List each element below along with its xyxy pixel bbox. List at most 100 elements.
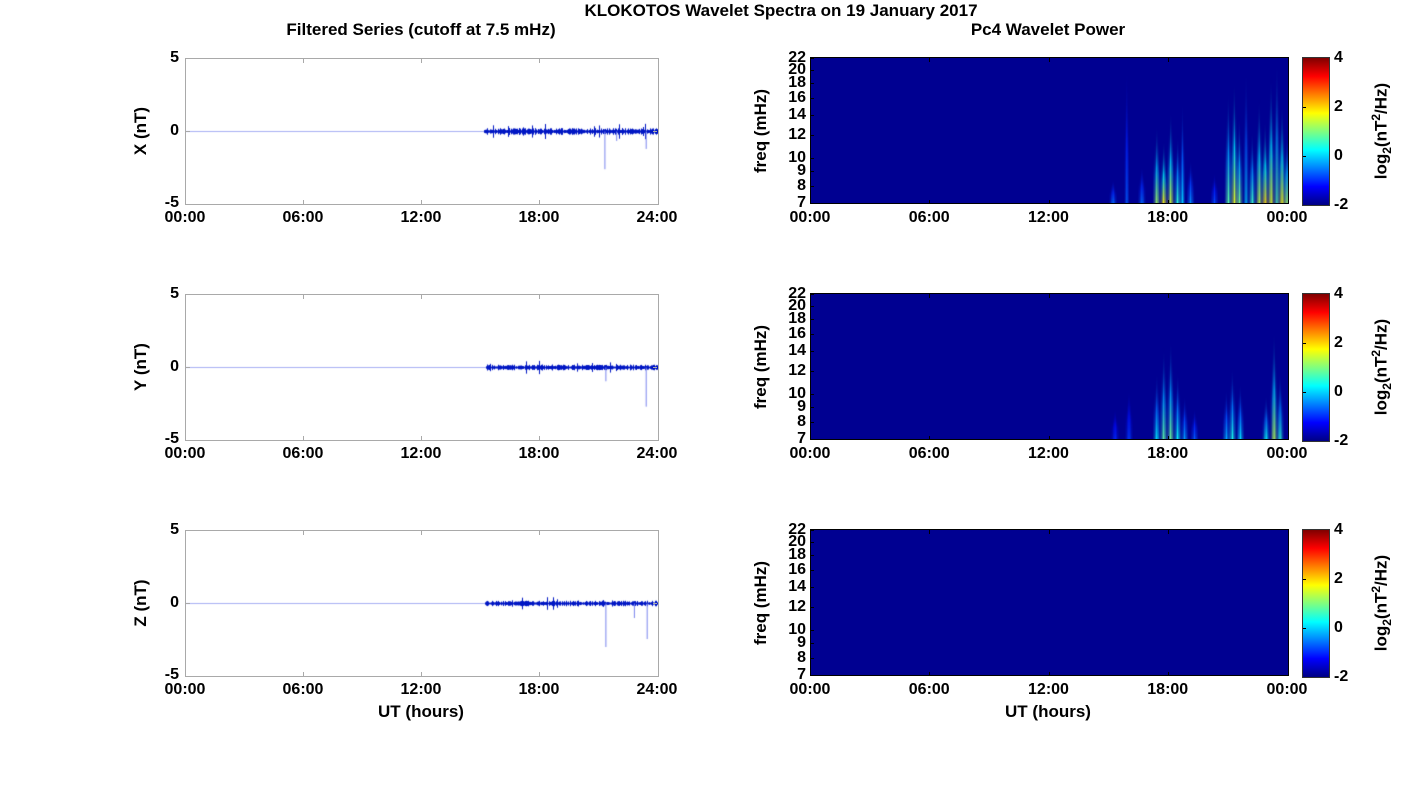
- tick-mark: [929, 200, 931, 204]
- tick-mark: [1048, 672, 1050, 676]
- x-tick-label: 12:00: [1028, 681, 1069, 698]
- tick-mark: [929, 294, 931, 298]
- y-tick-label: 5: [170, 49, 179, 66]
- tick-mark: [1167, 58, 1169, 62]
- tick-mark: [653, 602, 657, 604]
- tick-mark: [810, 555, 814, 557]
- tick-mark: [810, 393, 814, 395]
- tick-mark: [421, 531, 422, 535]
- tick-mark: [810, 306, 814, 308]
- tick-mark: [539, 200, 540, 204]
- colorbar-tick-label: 2: [1334, 334, 1343, 351]
- tick-mark: [186, 130, 190, 132]
- freq-tick-label: 16: [788, 89, 806, 107]
- tick-mark: [421, 436, 422, 440]
- tick-mark: [1048, 58, 1050, 62]
- freq-tick-label: 18: [788, 546, 806, 564]
- x-tick-label: 00:00: [164, 209, 206, 226]
- tick-mark: [1048, 436, 1050, 440]
- tick-mark: [1303, 579, 1306, 580]
- colorbar-y: [1302, 293, 1330, 442]
- tick-mark: [810, 629, 814, 631]
- colorbar-tick-label: 4: [1334, 49, 1343, 66]
- tick-mark: [1303, 156, 1306, 157]
- tick-mark: [810, 530, 814, 531]
- tick-mark: [810, 370, 814, 372]
- xlabel-left: UT (hours): [378, 702, 464, 721]
- y-tick-label: 0: [170, 593, 179, 611]
- tick-mark: [421, 200, 422, 204]
- freq-tick-label: 12: [788, 125, 806, 143]
- tick-mark: [653, 366, 657, 368]
- freq-tick-label: 8: [797, 413, 806, 431]
- x-tick-label: 00:00: [1266, 445, 1308, 462]
- x-tick-label: 06:00: [908, 445, 950, 462]
- tick-mark: [1167, 200, 1169, 204]
- tick-mark: [539, 672, 540, 676]
- tick-mark: [539, 531, 540, 535]
- tick-mark: [810, 675, 814, 676]
- x-tick-label: 24:00: [636, 681, 678, 698]
- tick-mark: [810, 58, 814, 59]
- x-tick-label: 06:00: [282, 445, 324, 462]
- timeseries-canvas-x: [186, 59, 658, 204]
- xlabel-right: UT (hours): [1005, 702, 1091, 721]
- spectrogram-canvas-y: [811, 294, 1288, 439]
- tick-mark: [810, 319, 814, 321]
- tick-mark: [1303, 343, 1306, 344]
- x-tick-label: 00:00: [164, 681, 206, 698]
- timeseries-canvas-y: [186, 295, 658, 440]
- colorbar-tick-label: 2: [1334, 570, 1343, 587]
- tick-mark: [929, 58, 931, 62]
- left-column-title: Filtered Series (cutoff at 7.5 mHz): [286, 20, 556, 39]
- colorbar-label-x: log2(nT2/Hz): [1369, 82, 1395, 179]
- tick-mark: [810, 587, 814, 589]
- freq-tick-label: 7: [797, 430, 806, 447]
- tick-mark: [929, 530, 931, 534]
- x-tick-label: 18:00: [518, 681, 560, 698]
- x-tick-label: 18:00: [1147, 209, 1189, 226]
- tick-mark: [810, 407, 814, 409]
- y-tick-label: -5: [164, 666, 179, 683]
- tick-mark: [810, 203, 814, 204]
- right-column-title: Pc4 Wavelet Power: [970, 20, 1126, 39]
- tick-mark: [810, 351, 814, 353]
- tick-mark: [303, 436, 304, 440]
- tick-mark: [1048, 530, 1050, 534]
- x-tick-label: 18:00: [518, 445, 560, 462]
- freq-tick-label: 20: [788, 297, 806, 315]
- x-tick-label: 12:00: [1028, 445, 1069, 462]
- tick-mark: [929, 672, 931, 676]
- x-tick-label: 18:00: [1147, 445, 1189, 462]
- tick-mark: [1167, 530, 1169, 534]
- tick-mark: [1048, 294, 1050, 298]
- spectrogram-panel-x: [810, 57, 1289, 204]
- freq-tick-label: 16: [788, 561, 806, 579]
- freq-tick-label: 18: [788, 74, 806, 92]
- freq-tick-label: 10: [788, 620, 806, 638]
- colorbar-tick-label: 2: [1334, 98, 1343, 115]
- freq-tick-label: 22: [788, 49, 806, 66]
- colorbar-label-z: log2(nT2/Hz): [1369, 554, 1395, 651]
- tick-mark: [539, 59, 540, 63]
- y-tick-label: 5: [170, 285, 179, 302]
- x-tick-label: 00:00: [789, 209, 831, 226]
- colorbar-label-y: log2(nT2/Hz): [1369, 318, 1395, 415]
- freq-tick-label: 7: [797, 194, 806, 211]
- y-tick-label: 5: [170, 521, 179, 538]
- x-tick-label: 24:00: [636, 445, 678, 462]
- x-tick-label: 12:00: [400, 445, 442, 462]
- x-tick-label: 00:00: [789, 681, 831, 698]
- main-title: KLOKOTOS Wavelet Spectra on 19 January 2…: [584, 1, 978, 20]
- x-tick-label: 12:00: [400, 209, 442, 226]
- freq-tick-label: 20: [788, 533, 806, 551]
- colorbar-tick-label: 4: [1334, 521, 1343, 538]
- tick-mark: [186, 602, 190, 604]
- y-tick-label: -5: [164, 430, 179, 447]
- colorbar-tick-label: -2: [1334, 432, 1349, 449]
- spectrogram-panel-y: [810, 293, 1289, 440]
- spectrogram-canvas-x: [811, 58, 1288, 203]
- tick-mark: [1167, 294, 1169, 298]
- x-tick-label: 00:00: [164, 445, 206, 462]
